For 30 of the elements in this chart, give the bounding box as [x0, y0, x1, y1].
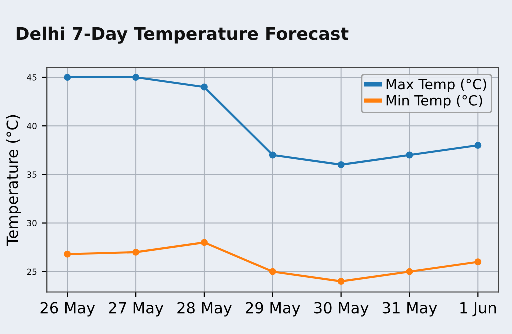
legend-label: Max Temp (°C)	[386, 78, 486, 92]
y-tick-label: 35	[27, 172, 37, 178]
point	[338, 278, 345, 286]
x-tick-label: 27 May	[109, 302, 164, 317]
x-tick-label: 30 May	[314, 302, 369, 317]
y-tick-label: 30	[27, 220, 37, 227]
y-axis-title: Temperature (°C)	[6, 115, 22, 246]
point	[201, 239, 208, 246]
x-tick-label: 28 May	[178, 302, 232, 317]
point	[269, 152, 276, 159]
chart-title: Delhi 7-Day Temperature Forecast	[16, 26, 349, 44]
y-tick-label: 25	[27, 268, 37, 276]
x-tick-label: 1 Jun	[460, 302, 496, 317]
point	[64, 74, 72, 81]
point	[338, 161, 345, 168]
y-tick-label: 40	[27, 123, 37, 130]
y-tick-label: 45	[27, 74, 37, 81]
legend-label: Min Temp (°C)	[386, 95, 482, 109]
point	[64, 250, 72, 258]
point	[406, 152, 414, 159]
point	[474, 258, 482, 266]
point	[269, 268, 276, 276]
point	[132, 248, 140, 256]
x-tick-label: 31 May	[382, 302, 438, 317]
x-tick-label: 26 May	[40, 302, 96, 317]
point	[132, 74, 140, 81]
x-tick-label: 29 May	[246, 302, 300, 317]
point	[406, 268, 414, 276]
point	[474, 142, 482, 150]
point	[201, 84, 208, 91]
